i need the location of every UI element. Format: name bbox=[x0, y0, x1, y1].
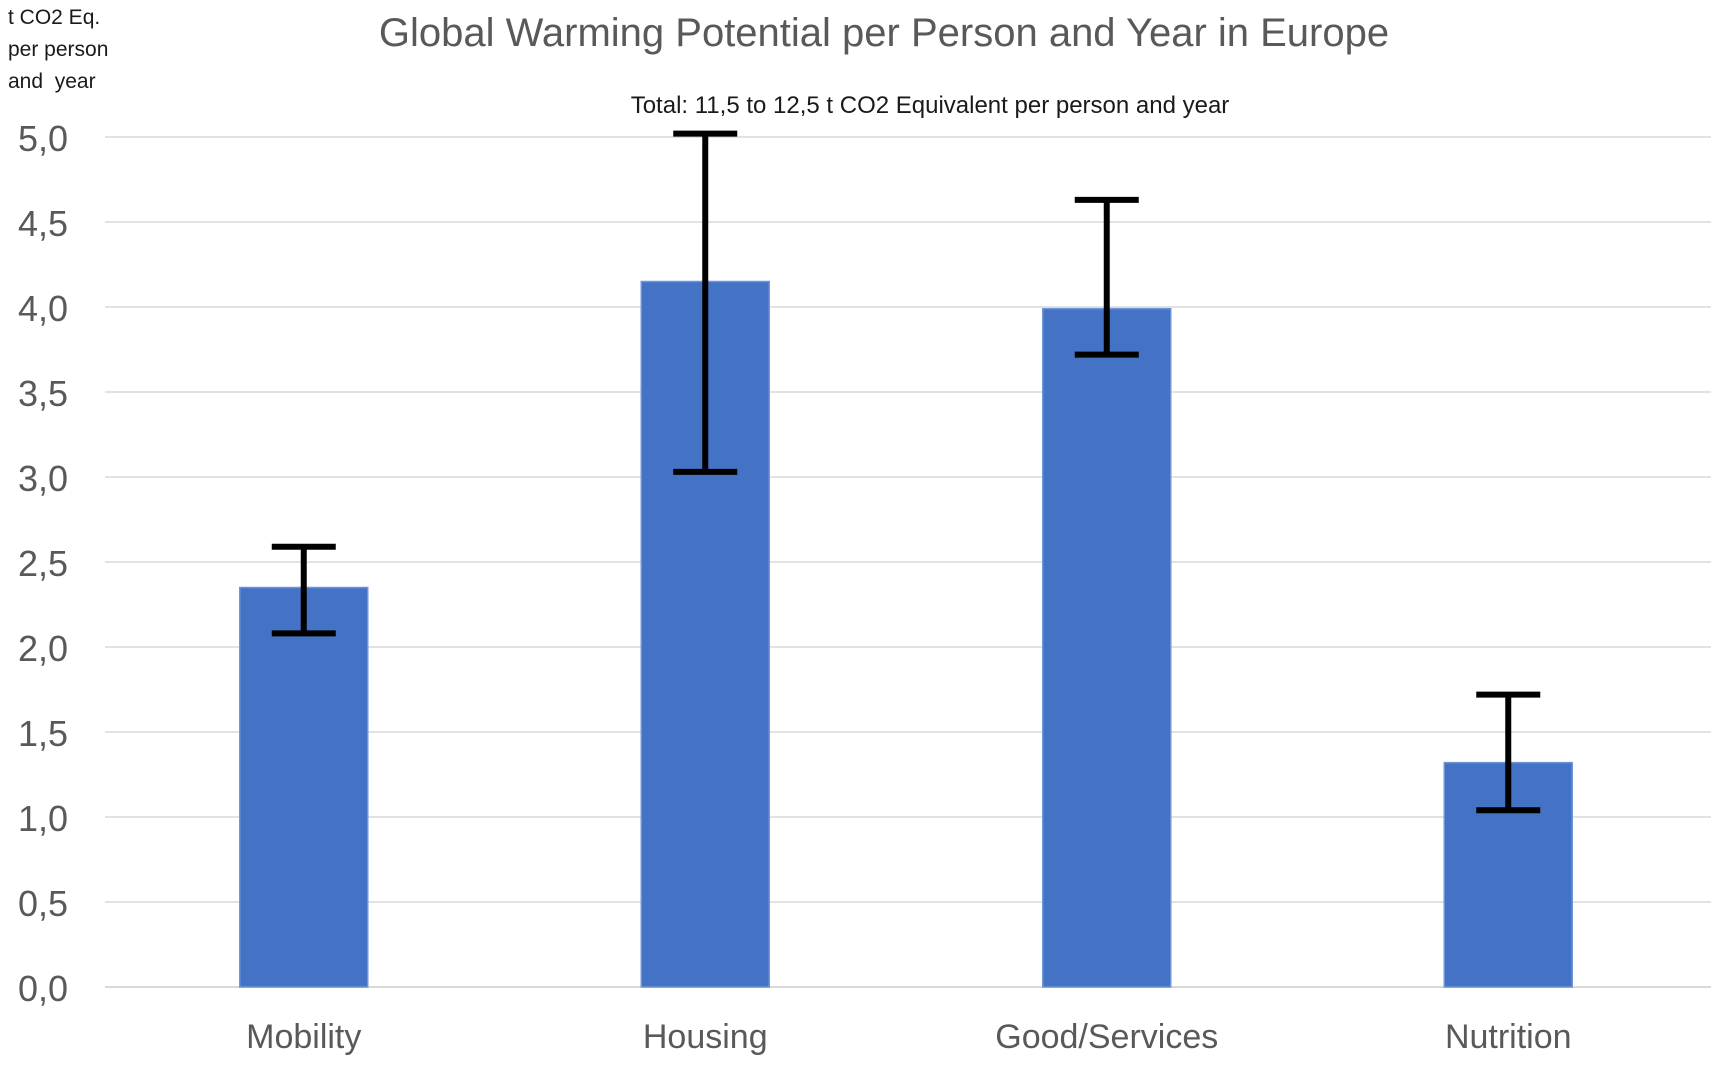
bars bbox=[239, 280, 1573, 988]
y-tick-label: 0,5 bbox=[18, 883, 68, 924]
y-axis-ticks: 0,0 0,5 1,0 1,5 2,0 2,5 3,0 3,5 4,0 4,5 5,0 bbox=[18, 118, 68, 1009]
y-tick-label: 2,0 bbox=[18, 628, 68, 669]
y-tick-label: 5,0 bbox=[18, 118, 68, 159]
chart-title: Global Warming Potential per Person and … bbox=[379, 11, 1389, 55]
error-bar-nutrition bbox=[1476, 691, 1541, 814]
y-tick-label: 1,0 bbox=[18, 798, 68, 839]
y-axis-label-line-1: t CO2 Eq. bbox=[8, 6, 100, 29]
y-axis-label-line-3: and year bbox=[8, 70, 96, 93]
y-tick-label: 3,0 bbox=[18, 458, 68, 499]
x-category-label: Good/Services bbox=[995, 1018, 1218, 1056]
y-tick-label: 1,5 bbox=[18, 713, 68, 754]
x-category-label: Nutrition bbox=[1445, 1018, 1572, 1056]
y-tick-label: 4,5 bbox=[18, 203, 68, 244]
bar-mobility bbox=[239, 586, 369, 988]
y-axis-label-line-2: per person bbox=[8, 38, 108, 61]
y-tick-label: 2,5 bbox=[18, 543, 68, 584]
gridlines bbox=[105, 136, 1711, 988]
x-axis-categories: Mobility Housing Good/Services Nutrition bbox=[246, 1018, 1571, 1056]
error-bar-housing bbox=[673, 130, 738, 475]
error-bar-good-services bbox=[1074, 196, 1139, 358]
chart-subtitle: Total: 11,5 to 12,5 t CO2 Equivalent per… bbox=[631, 92, 1230, 119]
bar-good-services bbox=[1042, 307, 1172, 988]
x-category-label: Housing bbox=[643, 1018, 768, 1056]
y-tick-label: 4,0 bbox=[18, 288, 68, 329]
y-tick-label: 0,0 bbox=[18, 968, 68, 1009]
x-category-label: Mobility bbox=[246, 1018, 361, 1056]
error-bar-mobility bbox=[271, 543, 336, 637]
y-tick-label: 3,5 bbox=[18, 373, 68, 414]
error-bars bbox=[271, 130, 1541, 814]
